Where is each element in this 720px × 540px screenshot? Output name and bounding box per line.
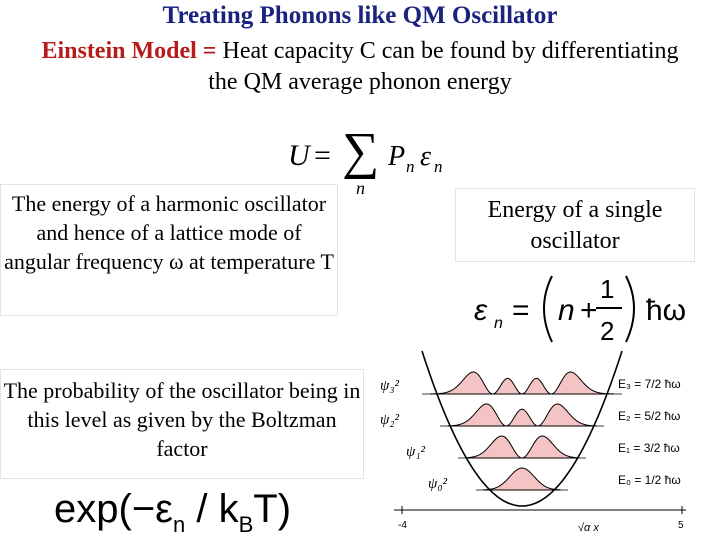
x-axis-label: √α x (578, 522, 599, 534)
psi2-label: ψ₂² (380, 412, 400, 428)
e0-label: E₀ = 1/2 ħω (618, 473, 681, 487)
psi0-density (483, 467, 561, 491)
subtitle-text: Heat capacity C can be found by differen… (208, 38, 679, 95)
psi3-label: ψ₃² (380, 378, 400, 394)
e2-label: E₂ = 5/2 ħω (618, 409, 680, 423)
subtitle-highlight: Einstein Model = (41, 38, 217, 64)
eq-equals: = (314, 139, 331, 172)
eq-eps-sub: n (434, 157, 443, 176)
psi1-label: ψ₁² (406, 444, 426, 460)
sum-symbol: ∑ (342, 123, 379, 180)
slide-title: Treating Phonons like QM Oscillator (162, 2, 558, 29)
psi3-density (429, 371, 615, 395)
eq-eps: ε (420, 141, 431, 172)
en-n: n (558, 294, 575, 327)
en-numerator: 1 (600, 274, 614, 304)
exp-main: exp(−εn / kBT) (54, 487, 291, 537)
en-eps-sub: n (494, 315, 503, 332)
probability-description-box: The probability of the oscillator being … (0, 369, 364, 479)
left-paren (543, 275, 553, 343)
psi2-density (447, 403, 597, 427)
eq-p: P (387, 141, 405, 172)
en-denominator: 2 (600, 316, 614, 346)
average-energy-equation: U = ∑ n P n ε n (288, 123, 443, 198)
en-plus: + (580, 294, 598, 327)
potential-parabola (421, 350, 623, 507)
single-oscillator-box: Energy of a single oscillator (455, 188, 695, 262)
eq-u: U (288, 139, 312, 172)
oscillator-diagram: -4 5 √α x ψ₃² ψ₂² ψ₁² ψ₀² E₃ = 7/2 ħω E₂… (380, 350, 686, 534)
energy-description-box: The energy of a harmonic oscillator and … (0, 184, 338, 316)
sum-index: n (356, 178, 365, 198)
psi1-density (465, 435, 579, 459)
en-eps: ε (474, 294, 488, 327)
en-hw: ħω (646, 294, 686, 327)
tick-label-right: 5 (678, 520, 684, 531)
right-paren (625, 275, 635, 343)
probability-densities (422, 371, 622, 491)
eq-p-sub: n (406, 157, 415, 176)
e3-label: E₃ = 7/2 ħω (618, 377, 681, 391)
slide-subtitle: Einstein Model = Heat capacity C can be … (40, 36, 680, 98)
energy-level-equation: ε n = n + 1 2 ħω (474, 274, 686, 346)
e1-label: E₁ = 3/2 ħω (618, 441, 680, 455)
tick-label-left: -4 (398, 520, 407, 531)
psi0-label: ψ₀² (428, 476, 448, 492)
boltzmann-factor-equation: exp(−εn / kBT) (54, 487, 291, 537)
en-equals: = (512, 294, 530, 327)
